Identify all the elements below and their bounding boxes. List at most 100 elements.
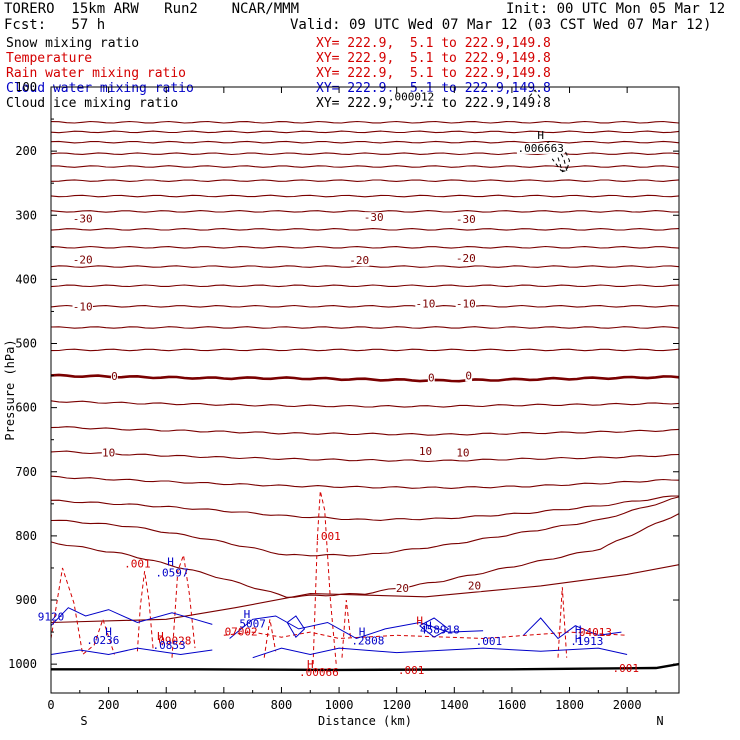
y-tick-label: 600 <box>15 401 37 415</box>
isotherm-line <box>50 348 680 352</box>
valid-time: Valid: 09 UTC Wed 07 Mar 12 (03 CST Wed … <box>290 17 712 33</box>
cloud-water-label: 458918 <box>420 624 460 637</box>
isotherm-line <box>50 228 680 231</box>
isotherm-line <box>50 495 680 521</box>
x-tick-label: 400 <box>155 698 177 712</box>
isotherm-line <box>50 564 680 624</box>
cloud-water-label: .0853 <box>153 639 186 652</box>
label-background <box>395 582 410 594</box>
high-center-marker: H <box>416 615 423 628</box>
rain-water-contours <box>50 490 628 665</box>
cloud-water-contour <box>419 617 450 638</box>
label-background <box>427 372 435 384</box>
isotherm-line <box>50 513 680 598</box>
label-background <box>465 370 473 382</box>
cloud-water-label: 5007 <box>239 618 266 631</box>
rain-water-label: .001 <box>314 530 341 543</box>
y-tick-label: 200 <box>15 144 37 158</box>
label-background <box>349 255 370 267</box>
high-center-marker: H <box>575 624 582 637</box>
high-center-marker: H <box>157 630 164 643</box>
cloud-water-contour <box>229 615 484 640</box>
rain-water-label: .001 <box>398 664 425 677</box>
legend-label: Cloud water mixing ratio <box>6 81 194 96</box>
x-tick-label: 1800 <box>555 698 584 712</box>
label-background <box>455 253 477 265</box>
contour-labels: -30 -30 -30 -20 -20 -20 -10 -10 -10 0 0 0 10 10 10 20 20… <box>38 91 639 679</box>
cloud-water-label: .0597 <box>155 566 188 579</box>
x-tick-label: 200 <box>98 698 120 712</box>
isotherm-line <box>50 140 680 144</box>
plot-frame <box>50 86 680 694</box>
cloud-ice-contour <box>540 140 568 171</box>
rain-water-label: 04013 <box>579 626 612 639</box>
isotherm-line <box>50 304 680 308</box>
isotherm-label: -20 <box>349 254 369 267</box>
label-background <box>516 142 565 154</box>
rain-water-label: .001 <box>612 662 639 675</box>
x-tick-label: 1400 <box>440 698 469 712</box>
freezing-level-isotherm <box>50 373 680 383</box>
rain-water-label: 07002 <box>225 625 258 638</box>
north-end-label: N <box>656 714 663 728</box>
isotherm-line <box>50 179 680 182</box>
isotherm-line <box>51 165 680 168</box>
label-background <box>456 447 470 459</box>
isotherm-line <box>50 284 680 288</box>
isotherm-line <box>50 426 680 436</box>
isotherm-label: 20 <box>396 582 409 595</box>
label-background <box>387 91 435 103</box>
label-background <box>110 371 118 383</box>
south-end-label: S <box>80 714 87 728</box>
isotherm-line <box>50 152 680 156</box>
cloud-water-label: .0236 <box>86 634 119 647</box>
cloud-water-contour <box>523 617 622 640</box>
x-tick-label: 800 <box>271 698 293 712</box>
label-background <box>72 254 93 266</box>
isotherm-label: 0 <box>465 370 472 383</box>
cloud-ice-contour <box>557 150 571 173</box>
label-background <box>455 298 477 310</box>
high-center-marker: H <box>575 632 582 645</box>
isotherm-line <box>50 450 680 463</box>
cloud-water-contour <box>50 607 213 627</box>
cloud-water-label: .1913 <box>570 635 603 648</box>
isotherm-line <box>50 120 680 124</box>
y-tick-label: 800 <box>15 529 37 543</box>
rain-water-contour <box>171 554 196 658</box>
legend-xy-range: XY= 222.9, 5.1 to 222.9,149.8 <box>316 36 551 51</box>
y-tick-label: 1000 <box>8 657 37 671</box>
cloud-water-label: .2808 <box>351 634 384 647</box>
rain-water-contour <box>557 587 568 658</box>
model-run-title: TORERO 15km ARW Run2 NCAR/MMM <box>4 1 300 17</box>
high-center-marker: H <box>105 625 112 638</box>
y-axis-label: Pressure (hPa) <box>3 339 17 440</box>
cloud-water-contour <box>252 647 628 659</box>
legend-label: Rain water mixing ratio <box>6 66 187 81</box>
legend-label: Snow mixing ratio <box>6 36 140 51</box>
x-tick-label: 1200 <box>382 698 411 712</box>
x-tick-label: 1600 <box>497 698 526 712</box>
high-center-marker: H <box>307 658 314 671</box>
y-tick-label: 300 <box>15 208 37 222</box>
axes: 0 200 400 600 800 1000 1200 1400 1600 1800 2000100… <box>3 80 680 728</box>
cloud-water-contour <box>286 615 306 638</box>
isotherm-line <box>50 326 680 329</box>
temperature-isotherms <box>50 120 680 672</box>
cloud-water-contour <box>50 647 213 656</box>
label-background <box>363 212 384 224</box>
isotherm-label: -30 <box>456 213 476 226</box>
isotherm-label: -20 <box>456 252 476 265</box>
isotherm-line <box>50 130 680 134</box>
cloud-ice-label: .006663 <box>518 142 564 155</box>
high-center-marker: H <box>167 556 174 569</box>
isotherm-label: -30 <box>364 211 384 224</box>
y-tick-label: 400 <box>15 272 37 286</box>
cloud-ice-label: .000012 <box>388 91 434 104</box>
isotherm-label: -10 <box>456 298 476 311</box>
high-center-marker: H <box>244 608 251 621</box>
label-background <box>455 214 477 226</box>
isotherm-label: 10 <box>102 447 115 460</box>
isotherm-label: 10 <box>419 445 432 458</box>
rain-water-label: .001 <box>124 557 151 570</box>
